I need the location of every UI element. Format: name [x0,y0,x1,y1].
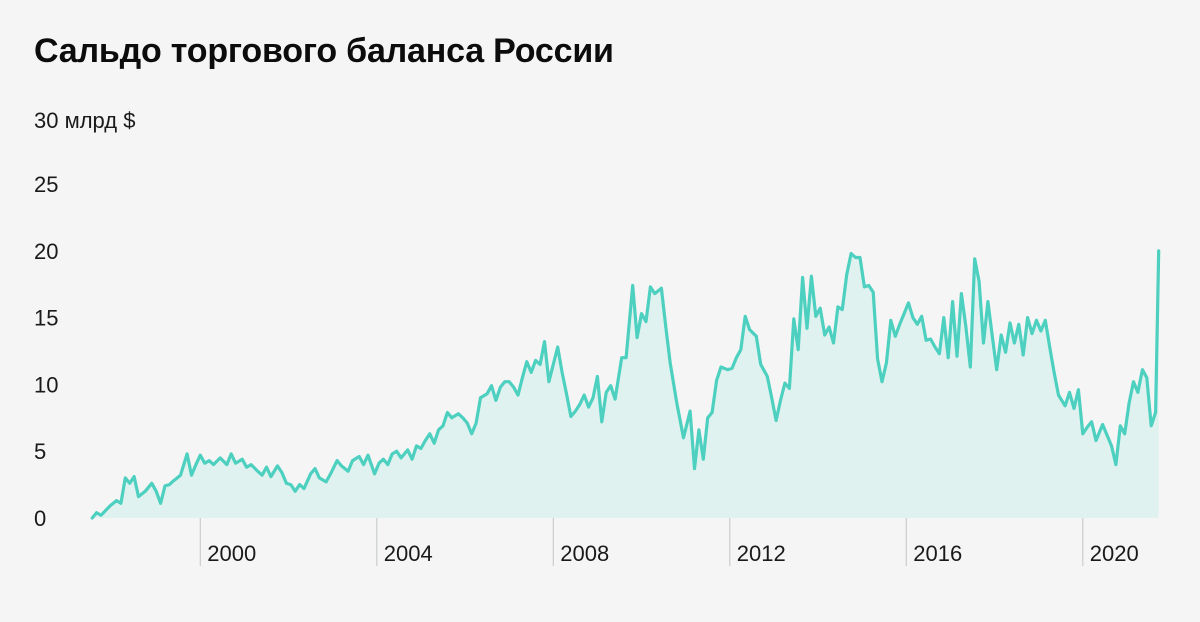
trade-balance-line [90,249,1161,520]
x-axis-labels: 2000 2004 2008 2012 2016 2020 [207,541,1138,566]
year-marker-lines [199,518,1084,566]
x-tick-label: 2008 [560,541,609,566]
y-tick-label: 5 [34,439,46,464]
x-tick-label: 2004 [384,541,433,566]
y-tick-label: 30 млрд $ [34,108,135,133]
y-tick-label: 25 [34,172,58,197]
y-tick-label: 15 [34,306,58,331]
x-tick-label: 2020 [1090,541,1139,566]
y-tick-label: 0 [34,506,46,531]
y-axis-labels: 0 5 10 15 20 25 30 млрд $ [34,108,135,531]
x-tick-label: 2000 [207,541,256,566]
trade-balance-area [92,250,1159,519]
x-tick-label: 2016 [913,541,962,566]
x-tick-label: 2012 [737,541,786,566]
chart-title: Сальдо торгового баланса России [34,32,614,70]
y-tick-label: 20 [34,239,58,264]
y-tick-label: 10 [34,372,58,397]
